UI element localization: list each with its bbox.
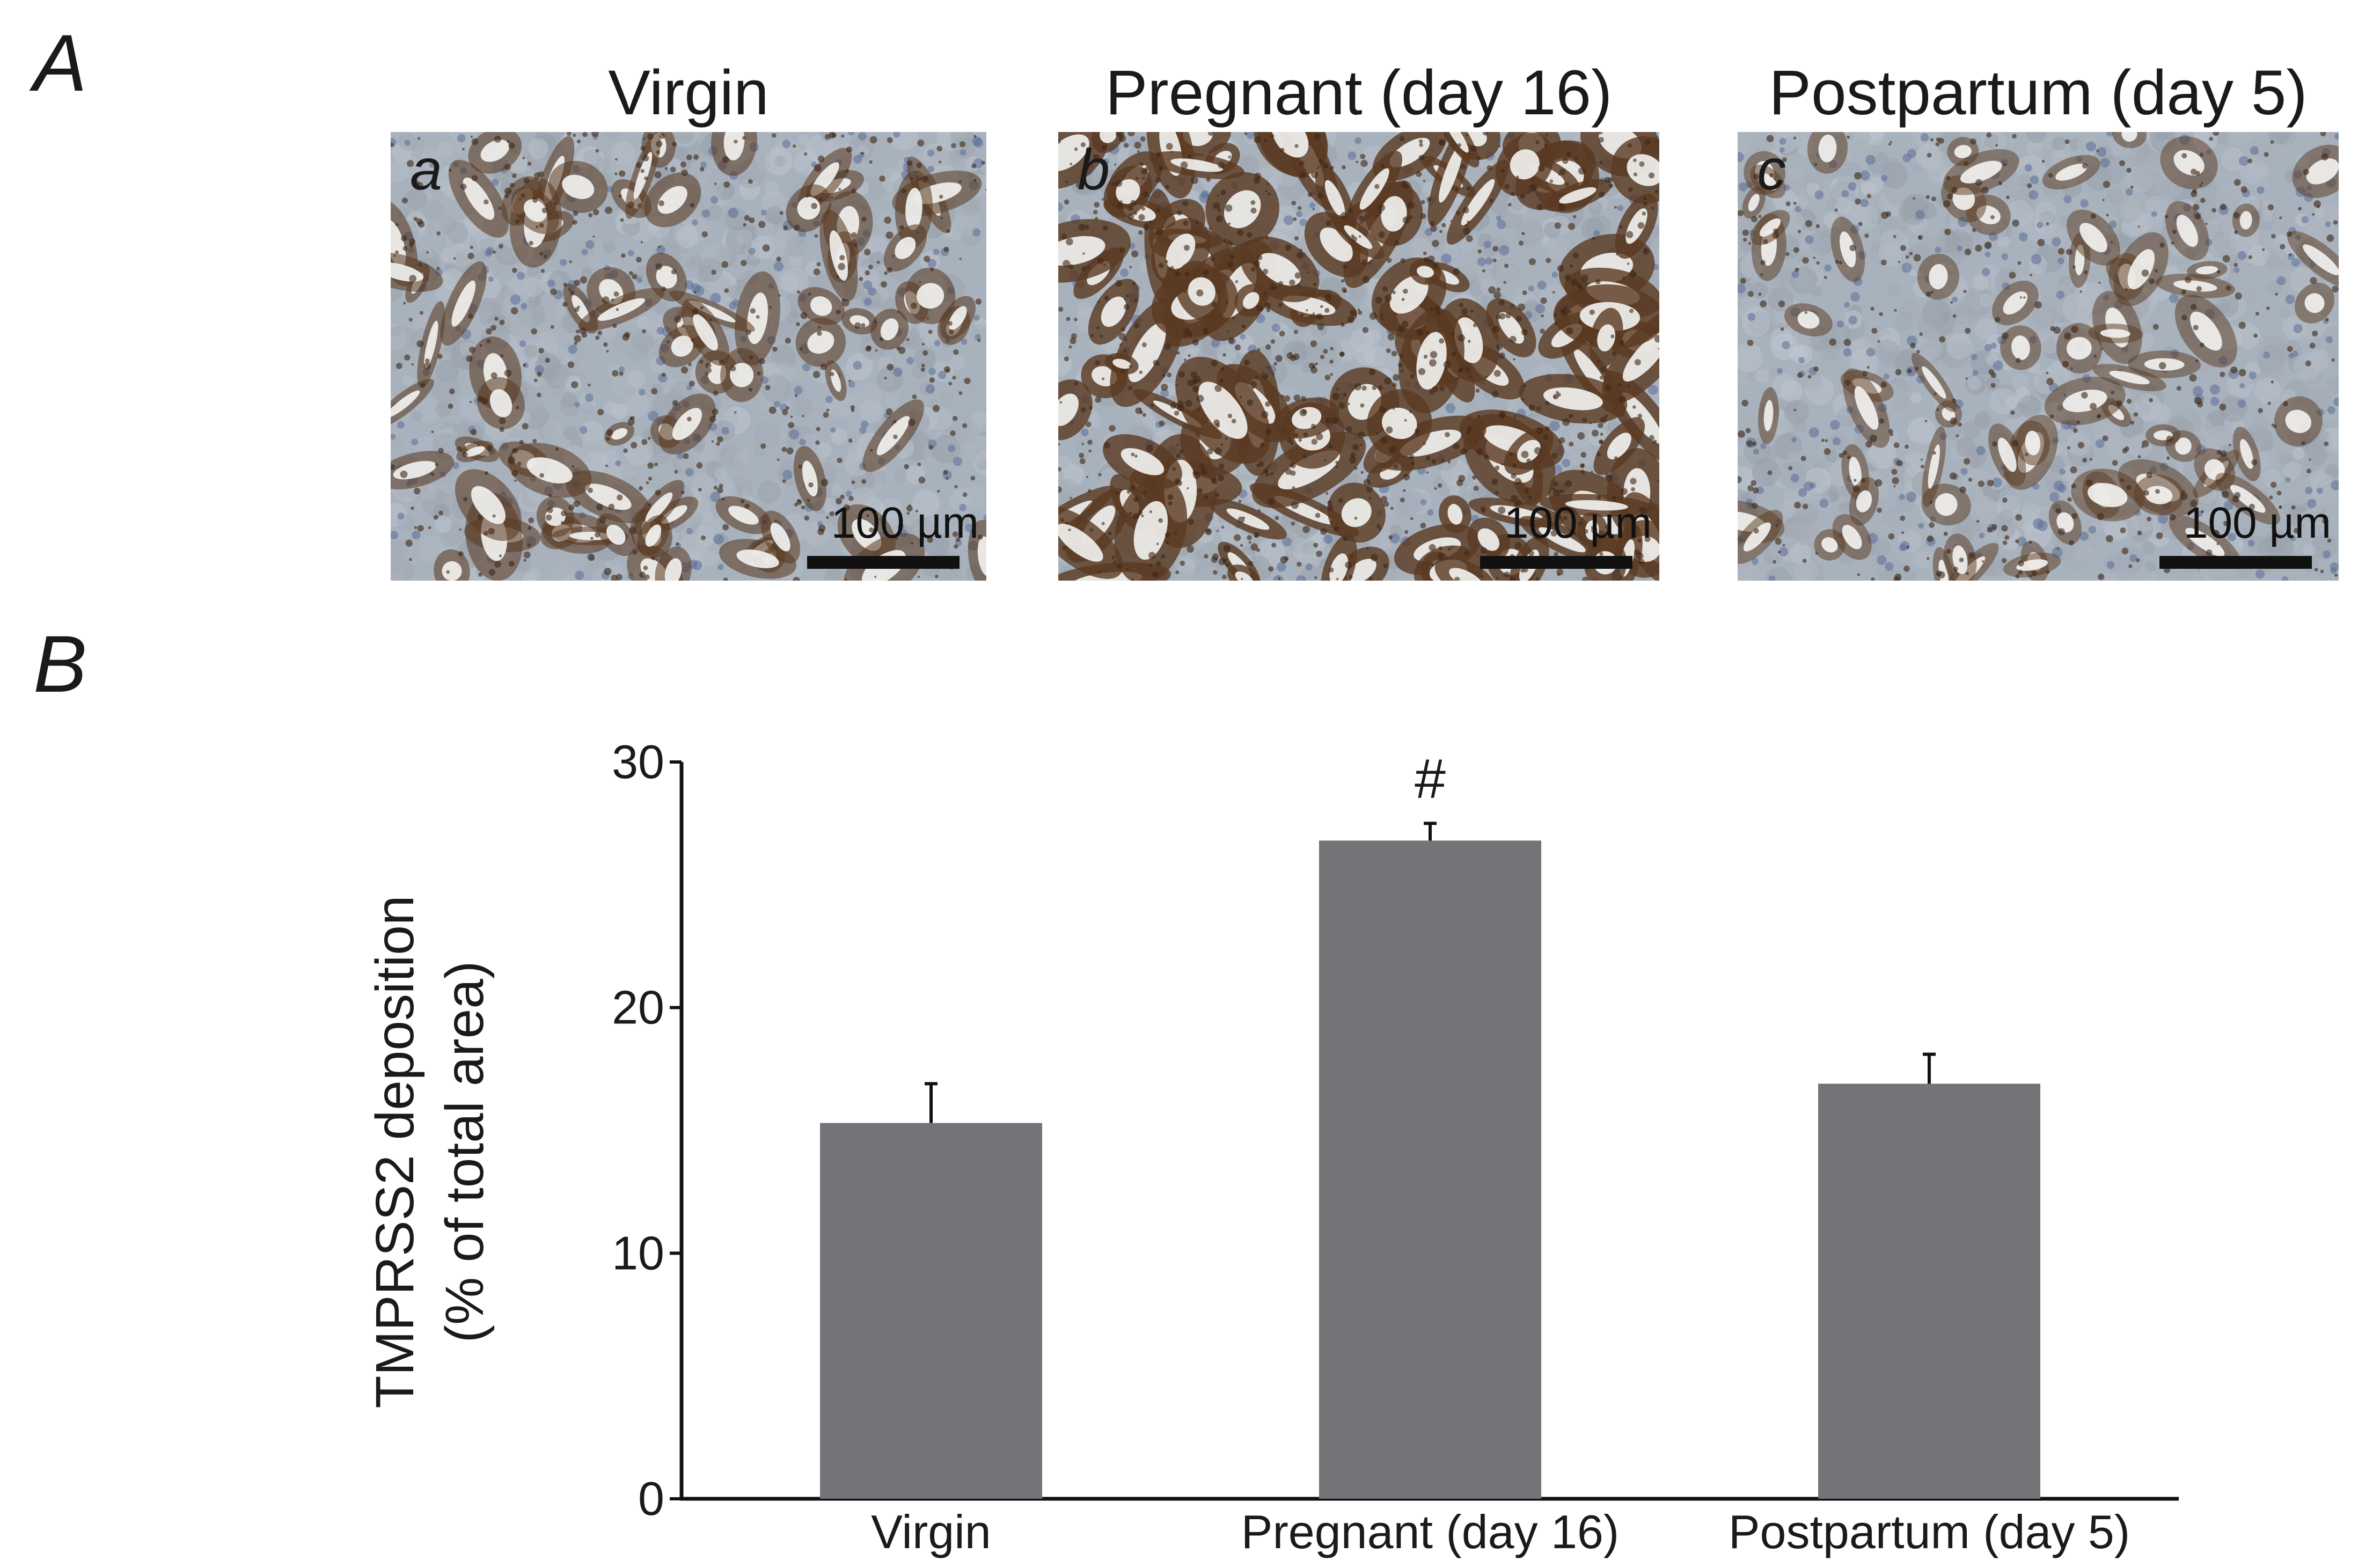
pregnant-image-letter: b [1078, 137, 1110, 202]
postpartum-scale-bar [2159, 556, 2312, 569]
virgin-image-title: Virgin [608, 57, 769, 128]
x-tick-label: Virgin [871, 1505, 991, 1558]
bar [820, 1123, 1042, 1499]
y-axis-label-line: TMPRSS2 deposition [365, 895, 425, 1408]
y-tick-label: 30 [612, 735, 664, 788]
significance-marker: # [1415, 748, 1446, 810]
y-axis-label-line: (% of total area) [435, 961, 495, 1343]
panel-b-letter: B [33, 619, 87, 709]
x-tick-label: Pregnant (day 16) [1241, 1505, 1619, 1558]
virgin-micrograph: a 100 µm [391, 132, 986, 581]
postpartum-scale-label: 100 µm [2183, 499, 2331, 547]
y-axis-label: TMPRSS2 deposition (% of total area) [365, 895, 495, 1408]
pregnant-micrograph: b 100 µm [1058, 132, 1659, 581]
tissue-texture [1058, 132, 1659, 581]
postpartum-image-letter: c [1757, 137, 1786, 202]
panel-a-letter: A [33, 18, 87, 108]
y-tick-label: 10 [612, 1226, 664, 1279]
virgin-scale-label: 100 µm [831, 499, 979, 547]
y-tick-label: 0 [638, 1472, 664, 1525]
bar [1818, 1083, 2040, 1499]
pregnant-scale-label: 100 µm [1504, 499, 1652, 547]
bar [1319, 840, 1541, 1499]
x-tick-label: Postpartum (day 5) [1729, 1505, 2130, 1558]
tissue-texture [391, 132, 986, 581]
postpartum-image-title: Postpartum (day 5) [1769, 57, 2308, 128]
virgin-scale-bar [807, 556, 960, 569]
pregnant-image-title: Pregnant (day 16) [1105, 57, 1613, 128]
y-tick-label: 20 [612, 981, 664, 1034]
postpartum-micrograph: c 100 µm [1738, 132, 2339, 581]
tissue-texture [1738, 132, 2339, 581]
virgin-image-letter: a [410, 137, 443, 202]
pregnant-scale-bar [1480, 556, 1632, 569]
